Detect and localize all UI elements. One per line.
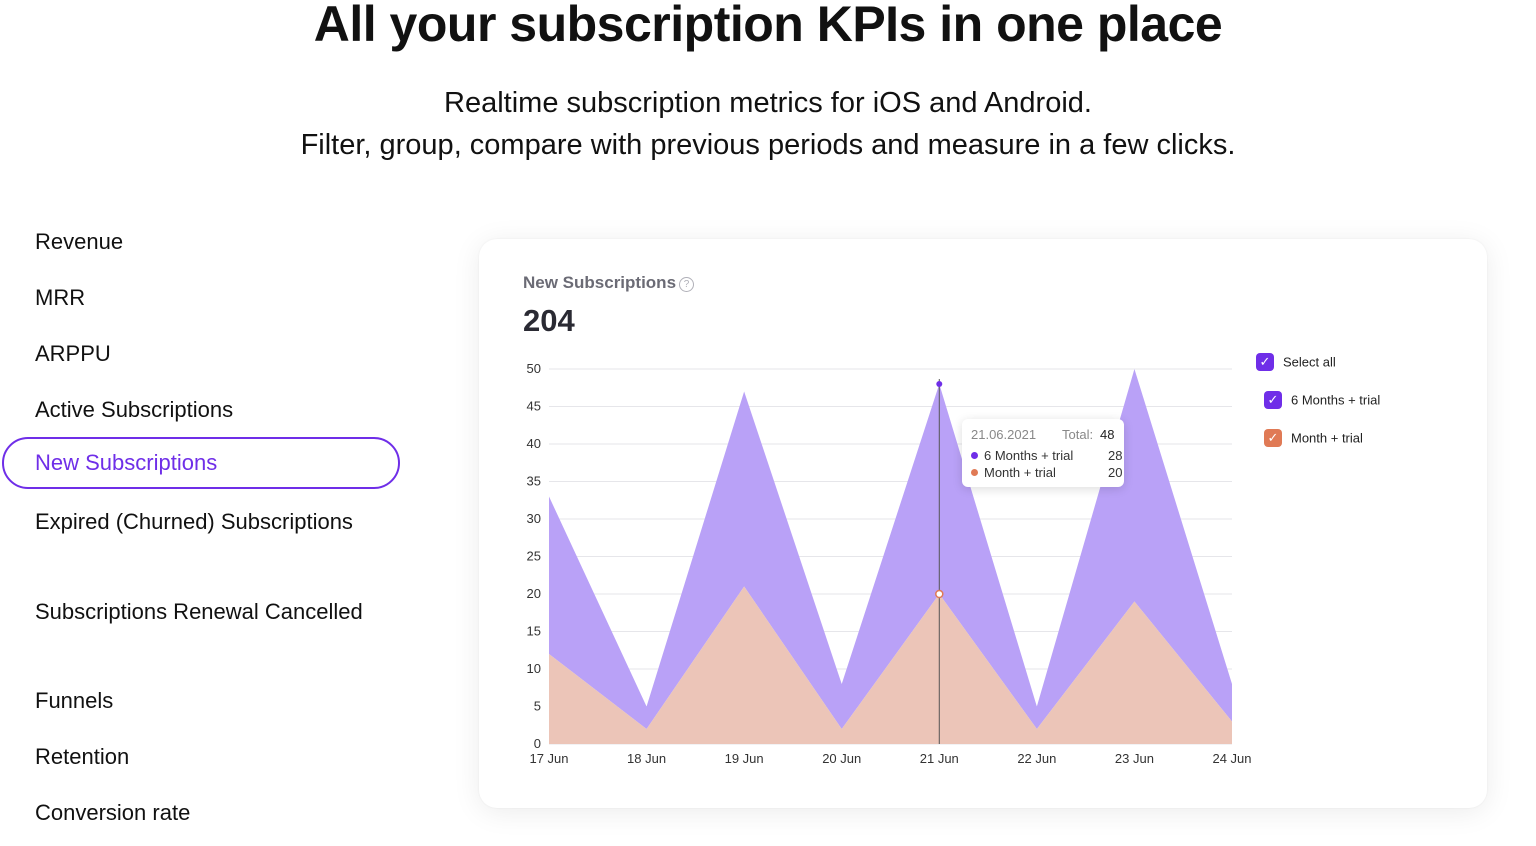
- nav-item-active-subscriptions[interactable]: Active Subscriptions: [35, 397, 234, 422]
- series-area-month: [549, 586, 1232, 744]
- x-tick-label: 17 Jun: [529, 751, 568, 766]
- page-subtitle: Realtime subscription metrics for iOS an…: [0, 82, 1536, 166]
- nav-item-conversion-rate[interactable]: Conversion rate: [35, 800, 191, 825]
- y-tick-label: 0: [534, 736, 541, 751]
- six-months-dot-icon: [971, 452, 978, 459]
- nav-item-renewal-cancelled[interactable]: Subscriptions Renewal Cancelled: [35, 599, 363, 624]
- tooltip-row-value: 20: [1108, 465, 1123, 480]
- y-tick-label: 20: [527, 586, 541, 601]
- y-tick-label: 45: [527, 399, 541, 414]
- nav-item-expired-subscriptions[interactable]: Expired (Churned) Subscriptions: [35, 509, 353, 534]
- y-tick-label: 5: [534, 699, 541, 714]
- nav-item-arppu[interactable]: ARPPU: [35, 341, 111, 366]
- y-tick-label: 40: [527, 436, 541, 451]
- y-tick-label: 35: [527, 474, 541, 489]
- x-tick-label: 18 Jun: [627, 751, 666, 766]
- y-tick-label: 25: [527, 549, 541, 564]
- stacked-area-chart[interactable]: 0 5 10 15 20 25 30 35 40 45 50 17 Jun 18 Jun 19 Jun 20…: [479, 239, 1487, 808]
- subtitle-line-1: Realtime subscription metrics for iOS an…: [444, 87, 1092, 119]
- question-circle-icon[interactable]: ?: [679, 277, 695, 292]
- month-dot-icon: [971, 469, 978, 476]
- tooltip-row-month: Month + trial 20: [971, 465, 1123, 480]
- checkbox-checked-icon[interactable]: ✓: [1264, 391, 1282, 409]
- legend-item-month[interactable]: ✓ Month + trial: [1264, 429, 1363, 447]
- nav-item-funnels[interactable]: Funnels: [35, 688, 114, 713]
- nav-item-retention[interactable]: Retention: [35, 744, 130, 769]
- legend-label: Select all: [1283, 354, 1336, 370]
- tooltip-total-value: 48: [1100, 427, 1115, 442]
- y-tick-label: 50: [527, 361, 541, 376]
- tooltip-row-6-months: 6 Months + trial 28: [971, 448, 1123, 463]
- nav-item-new-subscriptions[interactable]: New Subscriptions: [2, 437, 400, 489]
- chart-title-text: New Subscriptions: [523, 273, 677, 292]
- tooltip-row-label: 6 Months + trial: [984, 448, 1074, 463]
- legend-label: 6 Months + trial: [1291, 392, 1381, 408]
- nav-item-mrr[interactable]: MRR: [35, 285, 86, 310]
- y-tick-label: 10: [527, 661, 541, 676]
- x-tick-label: 23 Jun: [1115, 751, 1154, 766]
- x-tick-label: 24 Jun: [1212, 751, 1251, 766]
- checkbox-checked-icon[interactable]: ✓: [1256, 353, 1274, 371]
- data-point-6-months: [936, 381, 943, 387]
- tooltip-row-label: Month + trial: [984, 465, 1056, 480]
- legend-select-all[interactable]: ✓ Select all: [1256, 353, 1336, 371]
- subtitle-line-2: Filter, group, compare with previous per…: [300, 129, 1236, 161]
- x-tick-label: 22 Jun: [1017, 751, 1056, 766]
- tooltip-row-value: 28: [1108, 448, 1123, 463]
- x-tick-label: 21 Jun: [920, 751, 959, 766]
- tooltip-date: 21.06.2021: [971, 427, 1037, 442]
- page-title: All your subscription KPIs in one place: [313, 0, 1223, 52]
- y-tick-label: 30: [527, 511, 541, 526]
- nav-item-revenue[interactable]: Revenue: [35, 229, 124, 254]
- chart-total-value: 204: [523, 303, 575, 338]
- legend-item-6-months[interactable]: ✓ 6 Months + trial: [1264, 391, 1380, 409]
- series-area-6-months: [549, 369, 1232, 729]
- data-point-month: [935, 589, 944, 599]
- chart-card: New Subscriptions? 204 0 5 10 15 20 25 30 35 40 4…: [479, 239, 1487, 808]
- checkbox-checked-icon[interactable]: ✓: [1264, 429, 1282, 447]
- chart-title: New Subscriptions?: [523, 273, 695, 293]
- tooltip-total-label: Total:: [1062, 427, 1094, 442]
- legend-label: Month + trial: [1291, 430, 1363, 446]
- x-tick-label: 20 Jun: [822, 751, 861, 766]
- y-tick-label: 15: [527, 624, 541, 639]
- x-tick-label: 19 Jun: [725, 751, 764, 766]
- chart-tooltip: 21.06.2021 Total: 48 6 Months + trial 28…: [962, 419, 1124, 487]
